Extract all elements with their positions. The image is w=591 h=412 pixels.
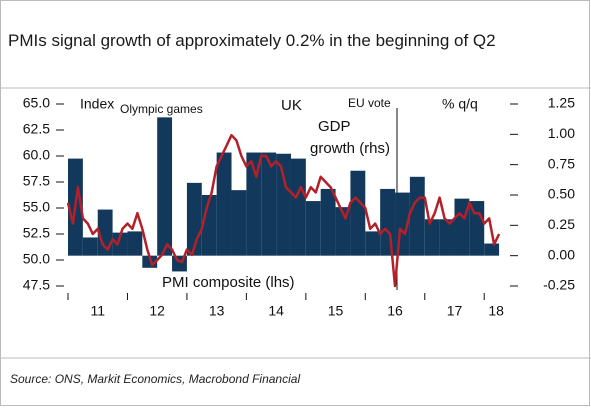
gdp-bar bbox=[409, 176, 425, 256]
annotation: GDP bbox=[318, 118, 351, 135]
y2-tick-label: 0.25 bbox=[548, 216, 575, 232]
gdp-bar bbox=[112, 232, 128, 256]
pmi-line bbox=[66, 133, 501, 288]
y-tick-label: 55.0 bbox=[23, 199, 50, 215]
gdp-bar bbox=[350, 170, 366, 256]
annotation: Olympic games bbox=[120, 102, 203, 116]
y2-tick-label: -0.25 bbox=[543, 277, 575, 293]
y-tick-label: 50.0 bbox=[23, 251, 50, 267]
y2-tick-label: 1.25 bbox=[548, 95, 575, 111]
x-tick-label: 15 bbox=[328, 303, 344, 319]
annotation: Index bbox=[80, 96, 114, 112]
annotation: % q/q bbox=[442, 96, 478, 112]
gdp-bar bbox=[424, 219, 440, 256]
annotation: growth (rhs) bbox=[310, 140, 390, 157]
y2-tick-label: 0.75 bbox=[548, 155, 575, 171]
gdp-bar bbox=[157, 117, 173, 256]
gdp-bar bbox=[484, 243, 500, 256]
gdp-bar bbox=[82, 237, 98, 256]
y-tick-label: 65.0 bbox=[23, 95, 50, 111]
y-tick-label: 57.5 bbox=[23, 173, 50, 189]
annotation: PMI composite (lhs) bbox=[162, 274, 295, 291]
y-tick-label: 47.5 bbox=[23, 277, 50, 293]
gdp-bar bbox=[380, 188, 396, 256]
gdp-bar bbox=[320, 188, 336, 256]
x-tick-label: 18 bbox=[488, 303, 504, 319]
gdp-bar bbox=[127, 231, 143, 256]
y-tick-label: 60.0 bbox=[23, 147, 50, 163]
gdp-bar bbox=[216, 152, 232, 256]
gdp-bar bbox=[231, 190, 247, 256]
gdp-bar bbox=[365, 231, 381, 256]
source: Source: ONS, Markit Economics, Macrobond… bbox=[10, 372, 301, 386]
x-tick-label: 14 bbox=[268, 303, 284, 319]
y2-tick-label: 1.00 bbox=[548, 125, 575, 141]
y-tick-label: 62.5 bbox=[23, 121, 50, 137]
gdp-bar bbox=[276, 153, 291, 256]
gdp-bar bbox=[261, 152, 277, 256]
x-tick-label: 16 bbox=[387, 303, 403, 319]
y-tick-label: 52.5 bbox=[23, 225, 50, 241]
x-tick-label: 11 bbox=[90, 303, 105, 319]
x-tick-label: 12 bbox=[149, 303, 165, 319]
chart-title: PMIs signal growth of approximately 0.2%… bbox=[8, 31, 496, 50]
x-tick-label: 13 bbox=[209, 303, 225, 319]
gdp-bar bbox=[246, 152, 262, 256]
gdp-bar bbox=[305, 201, 321, 256]
gdp-bar bbox=[335, 207, 351, 256]
annotation: UK bbox=[281, 97, 302, 114]
annotation: EU vote bbox=[348, 96, 391, 110]
x-tick-label: 17 bbox=[447, 303, 463, 319]
y2-tick-label: 0.00 bbox=[548, 246, 575, 262]
y2-tick-label: 0.50 bbox=[548, 186, 575, 202]
gdp-bar bbox=[290, 158, 306, 256]
gdp-bar bbox=[439, 219, 455, 256]
